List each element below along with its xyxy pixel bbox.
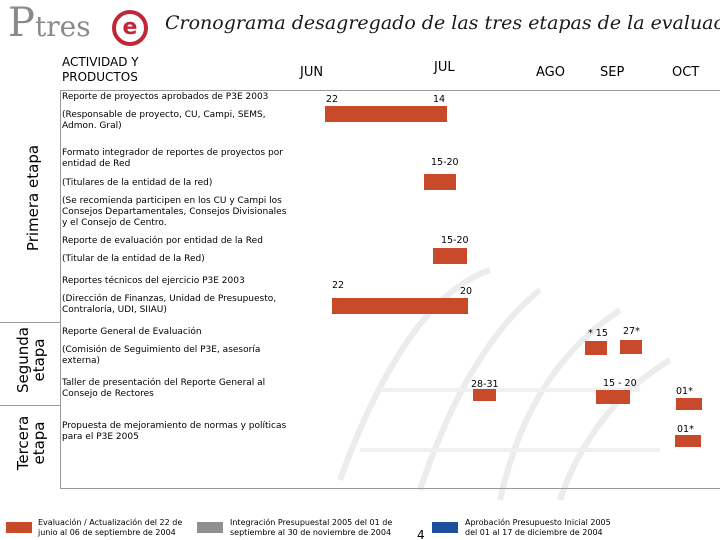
stage-separator-2 bbox=[0, 405, 60, 406]
logo-letter-p: P bbox=[8, 0, 35, 46]
bar-label-7: 01* bbox=[677, 424, 694, 435]
bar-label-3: 15-20 bbox=[441, 235, 469, 246]
gantt-bar-6c bbox=[676, 398, 702, 410]
month-oct: OCT bbox=[672, 65, 700, 80]
month-jul: JUL bbox=[434, 60, 455, 75]
activity-name-7: Propuesta de mejoramiento de normas y po… bbox=[62, 421, 287, 442]
grid-bottom-line bbox=[60, 488, 720, 489]
bar-label-2: 15-20 bbox=[431, 157, 459, 168]
page-number: 4 bbox=[417, 528, 425, 540]
legend-swatch-blue bbox=[432, 522, 458, 533]
activity-note-3: (Titular de la entidad de la Red) bbox=[62, 254, 205, 264]
legend-text-gray: Integración Presupuestal 2005 del 01 de … bbox=[230, 518, 393, 537]
bar-label-6c: 01* bbox=[676, 386, 693, 397]
activity-name-6: Taller de presentación del Reporte Gener… bbox=[62, 378, 266, 399]
gantt-bar-7 bbox=[675, 435, 701, 447]
activity-name-3: Reporte de evaluación por entidad de la … bbox=[62, 236, 263, 246]
gantt-bar-3 bbox=[433, 248, 467, 264]
ptrese-logo: P tres e bbox=[8, 0, 158, 46]
activity-note-2b: (Se recomienda participen en los CU y Ca… bbox=[62, 196, 287, 228]
legend-swatch-gray bbox=[197, 522, 223, 533]
stage-band-tercera: Tercera etapa bbox=[0, 405, 60, 488]
legend-swatch-red bbox=[6, 522, 32, 533]
stage-label-segunda: Segunda etapa bbox=[14, 327, 48, 393]
activity-note-2: (Titulares de la entidad de la red) bbox=[62, 178, 213, 188]
logo-letter-e: e bbox=[112, 10, 148, 46]
bar-label-6a: 28-31 bbox=[471, 379, 499, 390]
month-ago: AGO bbox=[536, 65, 565, 80]
activity-name-5: Reporte General de Evaluación bbox=[62, 327, 202, 337]
activity-note-4: (Dirección de Finanzas, Unidad de Presup… bbox=[62, 294, 277, 315]
activity-column-header: ACTIVIDAD Y PRODUCTOS bbox=[62, 55, 139, 84]
gantt-bar-6b bbox=[596, 390, 630, 404]
activity-note-5: (Comisión de Seguimiento del P3E, asesor… bbox=[62, 345, 261, 366]
bar-label-6b: 15 - 20 bbox=[603, 378, 637, 389]
month-sep: SEP bbox=[600, 65, 625, 80]
stage-label-primera: Primera etapa bbox=[24, 144, 42, 252]
legend-text-red: Evaluación / Actualización del 22 de jun… bbox=[38, 518, 183, 537]
page-title: Cronograma desagregado de las tres etapa… bbox=[165, 12, 720, 34]
activity-name-1: Reporte de proyectos aprobados de P3E 20… bbox=[62, 92, 269, 102]
activity-note-1: (Responsable de proyecto, CU, Campi, SEM… bbox=[62, 110, 266, 131]
gantt-bar-5a bbox=[585, 341, 607, 355]
stage-band-primera: Primera etapa bbox=[0, 90, 60, 322]
gantt-bar-5b bbox=[620, 340, 642, 354]
gantt-bar-1 bbox=[325, 106, 447, 122]
bar-label-5b: 27* bbox=[623, 326, 640, 337]
bar-label-4a: 22 bbox=[332, 280, 345, 291]
bar-label-1a: 22 bbox=[326, 94, 339, 105]
logo-text-tres: tres bbox=[35, 10, 91, 43]
bar-label-1b: 14 bbox=[433, 94, 446, 105]
gantt-bar-6a bbox=[473, 389, 496, 401]
stage-label-tercera: Tercera etapa bbox=[14, 415, 48, 471]
bar-label-4b: 20 bbox=[460, 286, 473, 297]
activity-name-2: Formato integrador de reportes de proyec… bbox=[62, 148, 283, 169]
month-jun: JUN bbox=[300, 65, 324, 80]
grid-left-line bbox=[60, 90, 61, 488]
bar-label-5a: * 15 bbox=[588, 328, 608, 339]
stage-band-segunda: Segunda etapa bbox=[0, 322, 60, 405]
activity-name-4: Reportes técnicos del ejercicio P3E 2003 bbox=[62, 276, 245, 286]
gantt-bar-4 bbox=[332, 298, 468, 314]
legend-text-blue: Aprobación Presupuesto Inicial 2005 del … bbox=[465, 518, 611, 537]
stage-separator-1 bbox=[0, 322, 60, 323]
grid-top-line bbox=[60, 90, 720, 91]
gantt-bar-2 bbox=[424, 174, 456, 190]
